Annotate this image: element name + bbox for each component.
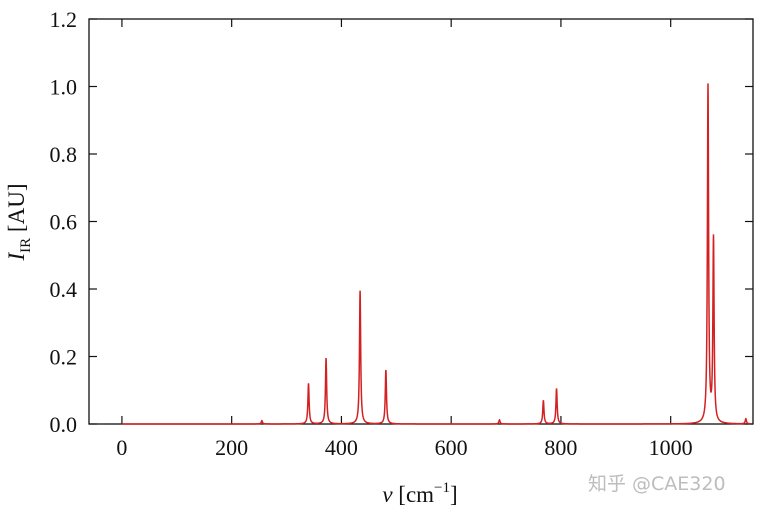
x-axis: 0 200 400 600 800 1000 — [116, 19, 693, 460]
x-tick-label: 400 — [325, 435, 358, 460]
y-axis-symbol: I — [4, 251, 29, 261]
y-axis-label: IIR [AU] — [4, 184, 34, 262]
x-tick-label: 800 — [544, 435, 577, 460]
y-axis-subscript: IR — [18, 238, 34, 253]
x-axis-unit-close: ] — [450, 482, 458, 507]
y-tick-label: 1.0 — [50, 75, 78, 100]
x-tick-label: 200 — [215, 435, 248, 460]
y-axis-unit: [AU] — [4, 184, 29, 238]
x-axis-unit: [cm — [393, 482, 435, 507]
y-tick-label: 0.2 — [50, 345, 78, 370]
x-tick-label: 600 — [435, 435, 468, 460]
x-tick-label: 0 — [116, 435, 127, 460]
watermark: 知乎 @CAE320 — [588, 473, 726, 495]
plot-frame — [88, 18, 754, 425]
series-line — [121, 83, 751, 425]
x-tick-label: 1000 — [649, 435, 693, 460]
y-tick-label: 0.0 — [50, 412, 78, 437]
x-axis-unit-exponent: −1 — [434, 480, 450, 496]
y-tick-label: 1.2 — [50, 7, 78, 32]
y-tick-label: 0.6 — [50, 210, 78, 235]
x-axis-symbol: v — [382, 482, 393, 507]
y-tick-label: 0.8 — [50, 142, 78, 167]
y-tick-label: 0.4 — [50, 277, 78, 302]
x-axis-label: v [cm−1] — [382, 480, 457, 507]
y-axis: 0.0 0.2 0.4 0.6 0.8 1.0 1.2 — [50, 7, 753, 437]
